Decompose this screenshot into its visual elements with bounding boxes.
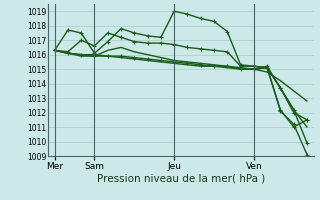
X-axis label: Pression niveau de la mer( hPa ): Pression niveau de la mer( hPa ) (97, 173, 265, 183)
